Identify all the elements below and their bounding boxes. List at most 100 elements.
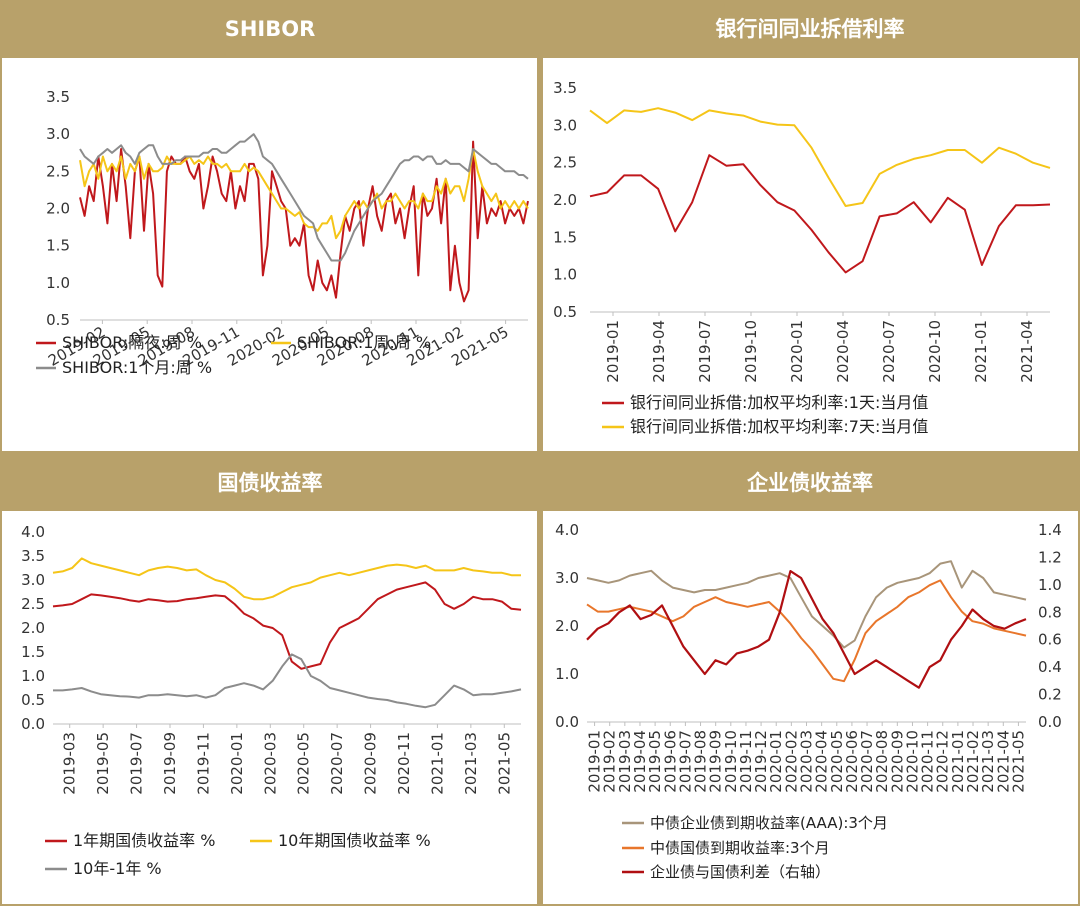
y2-tick-label: 0.8: [1038, 603, 1062, 621]
y2-tick-label: 1.4: [1038, 521, 1062, 539]
y2-tick-label: 0.4: [1038, 658, 1062, 676]
x-tick-label: 2019-03: [616, 730, 634, 793]
x-tick-label: 2020-04: [834, 320, 852, 383]
y-tick-label: 4.0: [21, 523, 45, 541]
y-tick-label: 0.5: [553, 303, 577, 321]
x-tick-label: 2019-04: [631, 730, 649, 793]
panel-shibor: 0.5 1.0 1.5 2.0 2.5 3.0 3.5 2019-02 2019-05 2019-…: [2, 58, 537, 451]
x-tick-label: 2019-05: [646, 730, 664, 793]
y-tick-label: 3.0: [553, 116, 577, 134]
x-tick-label: 2020-05: [828, 730, 846, 793]
series-line-2: [79, 133, 529, 262]
x-tick-label: 2019-01: [604, 320, 622, 383]
legend-label-2: 企业债与国债利差（右轴）: [650, 863, 830, 881]
x-tick-label: 2019-11: [194, 732, 212, 795]
y2-tick-label: 1.2: [1038, 548, 1062, 566]
x-tick-label: 2020-07: [858, 730, 876, 793]
x-tick-label: 2020-03: [798, 730, 816, 793]
series-line-2: [53, 653, 522, 709]
x-tick-label: 2021-01: [428, 732, 446, 795]
x-tick-label: 2020-02: [782, 730, 800, 793]
panel-title-treasury: 国债收益率: [0, 455, 540, 511]
y-tick-label: 3.0: [555, 569, 579, 587]
x-tick-label: 2020-06: [843, 730, 861, 793]
x-tick-label: 2021-05: [495, 732, 513, 795]
legend-label-1: 10年期国债收益率 %: [278, 831, 431, 850]
series-line-1: [589, 107, 1051, 207]
series-line-1: [52, 557, 521, 601]
x-tick-label: 2021-04: [1018, 320, 1036, 383]
x-tick-label: 2021-03: [979, 730, 997, 793]
x-tick-label: 2019-03: [61, 732, 79, 795]
y2-tick-label: 0.2: [1038, 686, 1062, 704]
x-tick-label: 2020-09: [362, 732, 380, 795]
x-tick-label: 2019-11: [737, 730, 755, 793]
y-tick-label: 2.5: [21, 595, 45, 613]
series-line-1: [79, 148, 529, 240]
x-tick-label: 2020-09: [888, 730, 906, 793]
y-tick-label: 3.5: [46, 88, 70, 106]
series-line-0: [589, 154, 1051, 274]
legend-label-0: 中债企业债到期收益率(AAA):3个月: [650, 814, 888, 832]
series-line-0: [52, 581, 522, 670]
x-tick-label: 2021-02: [964, 730, 982, 793]
x-tick-label: 2021-01: [972, 320, 990, 383]
y-tick-label: 2.0: [555, 617, 579, 635]
y-tick-label: 3.0: [46, 125, 70, 143]
x-tick-label: 2020-01: [788, 320, 806, 383]
chart-corporate: 0.0 1.0 2.0 3.0 4.0 0.0 0.2 0.4 0.6 0.8 1.0 1.2 1.4 2…: [555, 521, 1062, 881]
panel-treasury: 0.0 0.5 1.0 1.5 2.0 2.5 3.0 3.5 4.0 2019-03 2019-0…: [2, 511, 537, 904]
y-tick-label: 0.0: [555, 713, 579, 731]
y2-tick-label: 0.0: [1038, 713, 1062, 731]
x-tick-label: 2019-09: [707, 730, 725, 793]
legend-label-1: 银行间同业拆借:加权平均利率:7天:当月值: [630, 417, 928, 436]
legend-label-2: 10年-1年 %: [73, 859, 162, 878]
x-tick-label: 2020-01: [767, 730, 785, 793]
series-line-0: [586, 560, 1027, 649]
x-tick-label: 2020-05: [295, 732, 313, 795]
x-tick-label: 2019-09: [161, 732, 179, 795]
legend-label-1: 中债国债到期收益率:3个月: [650, 839, 830, 857]
x-tick-label: 2019-06: [661, 730, 679, 793]
x-tick-label: 2019-10: [742, 320, 760, 383]
y-tick-label: 1.0: [21, 667, 45, 685]
y-tick-label: 3.0: [21, 571, 45, 589]
y-tick-label: 1.5: [553, 228, 577, 246]
y-tick-label: 2.0: [553, 191, 577, 209]
chart-interbank: 0.5 1.0 1.5 2.0 2.5 3.0 3.5 2019-01 2019-04 2019-…: [553, 79, 1051, 436]
y-tick-label: 2.5: [553, 154, 577, 172]
x-tick-label: 2020-11: [919, 730, 937, 793]
x-tick-label: 2020-07: [328, 732, 346, 795]
y-tick-label: 1.0: [46, 274, 70, 292]
panel-title-interbank: 银行间同业拆借利率: [540, 0, 1080, 58]
x-tick-label: 2019-04: [650, 320, 668, 383]
panel-interbank: 0.5 1.0 1.5 2.0 2.5 3.0 3.5 2019-01 2019-04 2019-…: [543, 58, 1078, 451]
y-tick-label: 1.5: [46, 237, 70, 255]
x-tick-label: 2020-11: [395, 732, 413, 795]
x-tick-label: 2019-07: [128, 732, 146, 795]
x-tick-label: 2020-07: [880, 320, 898, 383]
x-tick-label: 2019-05: [94, 732, 112, 795]
x-tick-label: 2019-12: [752, 730, 770, 793]
y-tick-label: 2.5: [46, 162, 70, 180]
legend-label-0: SHIBOR:隔夜:周 %: [62, 333, 202, 352]
y-tick-label: 3.5: [21, 547, 45, 565]
y2-tick-label: 0.6: [1038, 631, 1062, 649]
chart-shibor: 0.51.01.52.02.53.03.52019-022019-052019-…: [36, 88, 529, 377]
x-tick-label: 2020-10: [926, 320, 944, 383]
x-tick-label: 2019-01: [586, 730, 604, 793]
y2-tick-label: 1.0: [1038, 576, 1062, 594]
chart-treasury: 0.0 0.5 1.0 1.5 2.0 2.5 3.0 3.5 4.0 2019-03 2019-0…: [21, 523, 522, 878]
y-tick-label: 1.0: [553, 266, 577, 284]
x-tick-label: 2019-08: [692, 730, 710, 793]
y-tick-label: 4.0: [555, 521, 579, 539]
y-tick-label: 2.0: [46, 200, 70, 218]
x-tick-label: 2021-03: [462, 732, 480, 795]
x-tick-label: 2019-02: [601, 730, 619, 793]
x-tick-label: 2019-07: [696, 320, 714, 383]
y-tick-label: 1.5: [21, 643, 45, 661]
x-tick-label: 2020-08: [873, 730, 891, 793]
y-tick-label: 0.5: [46, 311, 70, 329]
panel-corporate: 0.0 1.0 2.0 3.0 4.0 0.0 0.2 0.4 0.6 0.8 1.0 1.2 1.4 2…: [543, 511, 1078, 904]
